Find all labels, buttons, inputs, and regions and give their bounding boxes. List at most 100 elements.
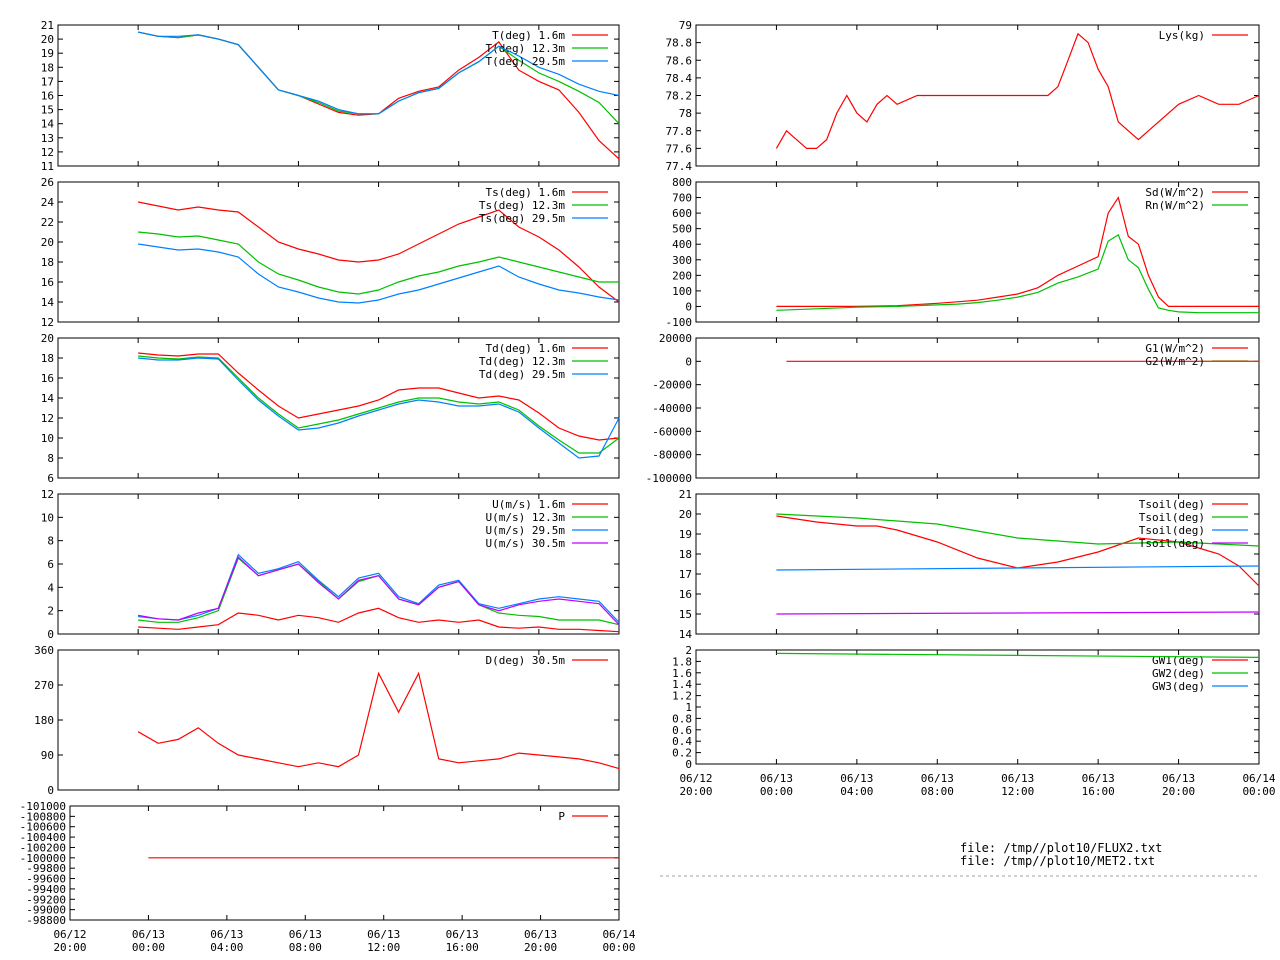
ytick-label-Rad-4: 300 [672,254,692,267]
series-Ts-0 [137,201,620,303]
series-GW-1 [776,652,1260,659]
ytick-label-U-5: 10 [41,511,54,524]
ytick-label-Lys-3: 78 [679,107,692,120]
ytick-label-GW-6: 1.2 [672,690,692,703]
xtick-label-GW-3: 06/13 [921,772,954,785]
legend-label-Td-0: Td(deg) 1.6m [486,342,566,355]
ytick-label-GW-3: 0.6 [672,724,692,737]
ytick-label-GW-9: 1.8 [672,655,692,668]
panel-U: 0 2 4 6 8 10 12 U(m/s) 1.6mU(m/s) 12.3mU(m/s) 2… [41,488,620,641]
series-Td-2 [138,357,620,459]
legend-label-GW-2: GW3(deg) [1152,680,1205,693]
legend-label-Ts-0: Ts(deg) 1.6m [486,186,566,199]
series-Rad-0 [776,196,1259,307]
ytick-label-G-0: -100000 [646,472,692,485]
ytick-label-Td-1: 8 [47,452,54,465]
legend-label-Tsoil-3: Tsoil(deg) [1139,537,1205,550]
ytick-label-Ts-0: 12 [41,316,54,329]
ytick-label-U-1: 2 [47,605,54,618]
series-Td-0 [138,352,620,441]
ytick-label-GW-2: 0.4 [672,735,692,748]
panel-D: 0 90 180 270 360 D(deg) 30.5m [34,644,620,797]
ytick-label-P-10: -99000 [26,904,66,917]
xtick-label2-P-4: 12:00 [367,941,400,954]
xtick-label-P-1: 06/13 [132,928,165,941]
legend-label-Rad-1: Rn(W/m^2) [1145,199,1205,212]
ytick-label-U-4: 8 [47,535,54,548]
ytick-label-GW-10: 2 [685,644,692,657]
ytick-label-Rad-7: 600 [672,207,692,220]
legend-label-Tsoil-1: Tsoil(deg) [1139,511,1205,524]
legend-label-T-1: T(deg) 12.3m [486,42,566,55]
ytick-label-P-8: -99400 [26,883,66,896]
ytick-label-Td-6: 18 [41,352,54,365]
xtick-label2-P-2: 04:00 [210,941,243,954]
ytick-label-D-3: 270 [34,679,54,692]
ytick-label-P-6: -99800 [26,862,66,875]
ytick-label-Lys-4: 78.2 [666,90,693,103]
ytick-label-G-1: -80000 [652,449,692,462]
ytick-label-Ts-7: 26 [41,176,54,189]
ytick-label-Td-2: 10 [41,432,54,445]
ytick-label-Rad-6: 500 [672,223,692,236]
ytick-label-Td-7: 20 [41,332,54,345]
legend-label-U-2: U(m/s) 29.5m [486,524,566,537]
legend-label-Ts-1: Ts(deg) 12.3m [479,199,565,212]
ytick-label-P-2: -100600 [20,821,66,834]
legend-label-Td-1: Td(deg) 12.3m [479,355,565,368]
file-label-met: file: /tmp//plot10/MET2.txt [960,854,1155,868]
ytick-label-Tsoil-4: 18 [679,548,692,561]
ytick-label-P-4: -100200 [20,841,66,854]
legend-label-Rad-0: Sd(W/m^2) [1145,186,1205,199]
ytick-label-Lys-2: 77.8 [666,125,693,138]
xtick-label2-P-5: 16:00 [446,941,479,954]
ytick-label-Ts-2: 16 [41,276,54,289]
series-Rad-1 [776,234,1259,314]
ytick-label-Tsoil-3: 17 [679,568,692,581]
ytick-label-T-0: 11 [41,160,54,173]
ytick-label-Lys-1: 77.6 [666,142,693,155]
ytick-label-GW-0: 0 [685,758,692,771]
ytick-label-Rad-0: -100 [666,316,693,329]
legend-label-P-0: P [558,810,565,823]
legend-label-U-3: U(m/s) 30.5m [486,537,566,550]
xtick-label-GW-6: 06/13 [1162,772,1195,785]
frame-Rad [695,181,1260,323]
legend-label-Tsoil-2: Tsoil(deg) [1139,524,1205,537]
ytick-label-T-5: 16 [41,90,54,103]
ytick-label-P-7: -99600 [26,873,66,886]
ytick-label-Ts-4: 20 [41,236,54,249]
legend-label-GW-1: GW2(deg) [1152,667,1205,680]
xtick-label-P-6: 06/13 [524,928,557,941]
ytick-label-Lys-0: 77.4 [666,160,693,173]
ytick-label-T-2: 13 [41,132,54,145]
ytick-label-Rad-2: 100 [672,285,692,298]
xtick-label-P-0: 06/12 [53,928,86,941]
ytick-label-Lys-7: 78.8 [666,37,693,50]
ytick-label-Lys-5: 78.4 [666,72,693,85]
series-U-2 [138,553,620,623]
xtick-label2-GW-4: 12:00 [1001,785,1034,798]
ytick-label-G-4: -20000 [652,379,692,392]
series-U-0 [138,607,620,633]
ytick-label-Td-0: 6 [47,472,54,485]
series-Ts-1 [138,231,619,295]
panel-GW: 00.20.40.60.811.21.41.61.8206/1220:0006/… [672,644,1276,798]
ytick-label-T-3: 14 [41,118,55,131]
frame-Ts [57,181,620,323]
ytick-label-GW-4: 0.8 [672,712,692,725]
series-T-2 [137,31,620,115]
ytick-label-Td-3: 12 [41,412,54,425]
ytick-label-T-8: 19 [41,47,54,60]
xtick-label2-P-3: 08:00 [289,941,322,954]
legend-label-G-0: G1(W/m^2) [1145,342,1205,355]
ytick-label-G-5: 0 [685,355,692,368]
series-Td-1 [138,355,620,454]
frame-Td [57,337,620,479]
ytick-label-Tsoil-7: 21 [679,488,692,501]
ytick-label-P-11: -98800 [26,914,66,927]
